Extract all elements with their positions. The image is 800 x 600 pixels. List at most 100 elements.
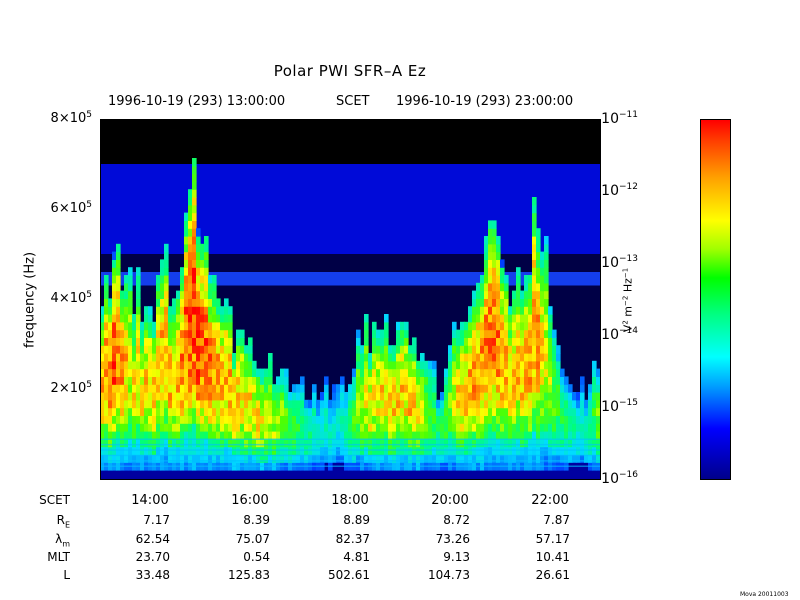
intensity-cell [192, 423, 197, 432]
intensity-cell [592, 431, 597, 440]
intensity-cell [544, 275, 549, 284]
intensity-cell [472, 298, 477, 307]
intensity-cell [204, 236, 209, 245]
intensity-cell [208, 290, 213, 299]
intensity-cell [524, 345, 529, 354]
intensity-cell [480, 360, 485, 370]
intensity-cell [532, 282, 537, 292]
intensity-cell [368, 415, 373, 424]
intensity-cell [472, 360, 477, 370]
intensity-cell [436, 407, 441, 416]
intensity-cell [228, 321, 233, 331]
intensity-cell [492, 407, 497, 416]
intensity-cell [124, 399, 129, 409]
intensity-cell [548, 399, 553, 409]
low-frequency-line [100, 460, 600, 462]
intensity-cell [468, 423, 473, 432]
intensity-cell [464, 321, 469, 331]
intensity-cell [236, 415, 241, 424]
intensity-cell [524, 329, 529, 338]
intensity-cell [432, 399, 437, 409]
intensity-cell [432, 454, 437, 463]
intensity-cell [160, 392, 165, 401]
intensity-cell [104, 353, 109, 362]
intensity-cell [224, 399, 229, 409]
intensity-cell [172, 337, 177, 346]
intensity-cell [180, 321, 185, 331]
intensity-cell [464, 368, 469, 377]
intensity-cell [568, 415, 573, 424]
intensity-cell [408, 454, 413, 463]
intensity-cell [472, 454, 477, 463]
intensity-cell [444, 376, 449, 385]
intensity-cell [580, 376, 585, 385]
intensity-cell [128, 290, 133, 299]
intensity-cell [164, 321, 169, 331]
intensity-cell [500, 314, 505, 323]
intensity-cell [552, 392, 557, 401]
intensity-cell [552, 384, 557, 393]
intensity-cell [188, 337, 193, 346]
intensity-cell [476, 314, 481, 323]
intensity-cell [112, 399, 117, 409]
intensity-cell [144, 314, 149, 323]
intensity-cell [496, 431, 501, 440]
intensity-cell [224, 360, 229, 370]
intensity-cell [540, 337, 545, 346]
intensity-cell [296, 407, 301, 416]
intensity-cell [284, 392, 289, 401]
intensity-cell [472, 329, 477, 338]
intensity-cell [372, 384, 377, 393]
intensity-cell [160, 321, 165, 331]
intensity-cell [536, 298, 541, 307]
intensity-cell [484, 399, 489, 409]
intensity-cell [492, 259, 497, 268]
intensity-cell [480, 438, 485, 448]
row-label-l: L [63, 568, 70, 582]
intensity-cell [228, 399, 233, 409]
intensity-cell [416, 368, 421, 377]
intensity-cell [152, 337, 157, 346]
intensity-cell [400, 345, 405, 354]
intensity-cell [544, 368, 549, 377]
intensity-cell [412, 399, 417, 409]
intensity-cell [184, 290, 189, 299]
intensity-cell [340, 415, 345, 424]
intensity-cell [136, 360, 141, 370]
intensity-cell [528, 314, 533, 323]
ephemeris-mlt-3: 9.13 [443, 550, 470, 564]
intensity-cell [144, 431, 149, 440]
intensity-cell [148, 353, 153, 362]
intensity-cell [364, 454, 369, 463]
intensity-cell [100, 314, 105, 323]
intensity-cell [268, 360, 273, 370]
intensity-cell [372, 454, 377, 463]
intensity-cell [220, 454, 225, 463]
intensity-cell [164, 243, 169, 253]
intensity-cell [380, 423, 385, 432]
intensity-cell [528, 431, 533, 440]
intensity-cell [536, 329, 541, 338]
intensity-cell [124, 314, 129, 323]
intensity-cell [140, 392, 145, 401]
intensity-cell [356, 423, 361, 432]
intensity-cell [252, 384, 257, 393]
intensity-cell [260, 407, 265, 416]
intensity-cell [200, 415, 205, 424]
intensity-cell [192, 353, 197, 362]
intensity-cell [188, 228, 193, 237]
intensity-cell [320, 431, 325, 440]
intensity-cell [532, 423, 537, 432]
intensity-cell [212, 360, 217, 370]
intensity-cell [568, 431, 573, 440]
intensity-cell [148, 329, 153, 338]
intensity-cell [152, 407, 157, 416]
colorbar-label: V2 m−2 Hz−1 [621, 267, 635, 333]
intensity-cell [416, 407, 421, 416]
intensity-cell [364, 384, 369, 393]
intensity-cell [132, 353, 137, 362]
intensity-cell [384, 376, 389, 385]
intensity-cell [536, 236, 541, 245]
intensity-cell [444, 407, 449, 416]
colorbar-tick-5: 10−16 [601, 470, 638, 487]
